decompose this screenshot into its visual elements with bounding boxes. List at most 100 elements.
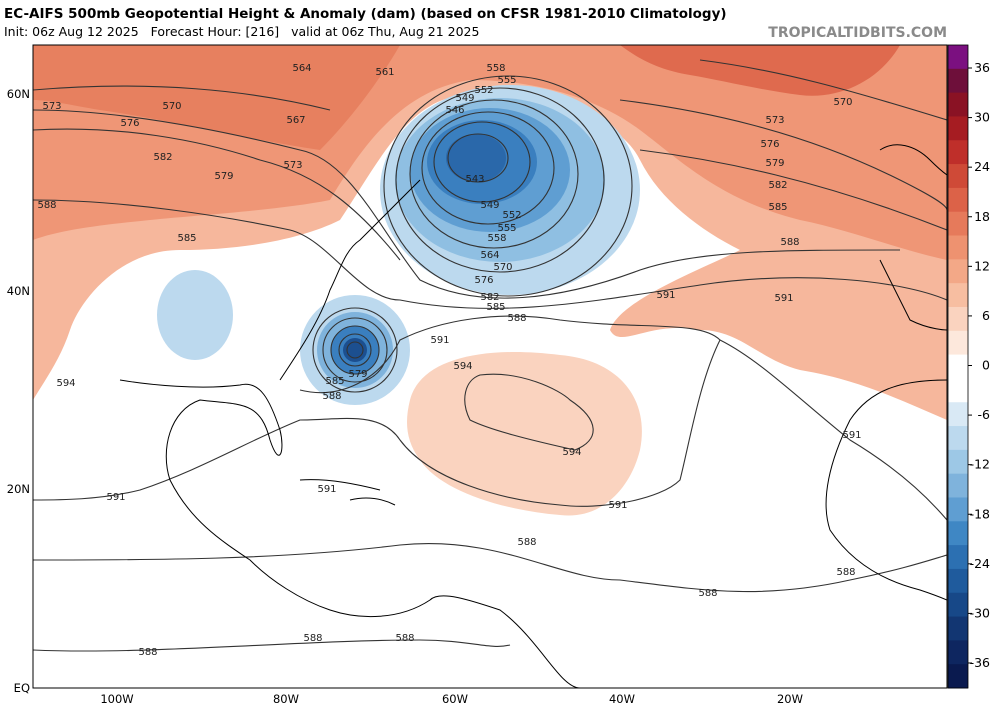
- contour-label: 591: [656, 290, 675, 301]
- contour-label: 585: [325, 376, 344, 387]
- contour-label: 579: [348, 369, 367, 380]
- contour-label: 591: [608, 500, 627, 511]
- contour-label: 591: [317, 484, 336, 495]
- contour-label: 573: [283, 160, 302, 171]
- contour-label: 567: [286, 115, 305, 126]
- colorbar-swatch: [948, 45, 968, 70]
- colorbar-swatch: [948, 187, 968, 213]
- contour-label: 582: [153, 152, 172, 163]
- contour-label: 579: [214, 171, 233, 182]
- lat-label: 20N: [7, 482, 30, 496]
- colorbar-label: -6: [978, 407, 991, 422]
- contour-label: 546: [445, 105, 464, 116]
- title: EC-AIFS 500mb Geopotential Height & Anom…: [4, 6, 727, 22]
- colorbar-swatch: [948, 402, 968, 427]
- contour-labels: 564 561 558 555 552 549 546 573 570 576 …: [37, 63, 861, 658]
- contour-label: 576: [760, 139, 779, 150]
- colorbar-label: -18: [970, 506, 990, 521]
- colorbar: 36 30 24 18 12 6 0 -6 -12 -18 -24 -30 -36: [947, 44, 991, 689]
- map: 564 561 558 555 552 549 546 573 570 576 …: [32, 44, 948, 689]
- contour-label: 570: [833, 97, 852, 108]
- contour-label: 573: [765, 115, 784, 126]
- lon-label: 40W: [609, 692, 635, 706]
- contour-label: 570: [493, 262, 512, 273]
- contour-label: 558: [486, 63, 505, 74]
- contour-label: 582: [768, 180, 787, 191]
- colorbar-label: -24: [970, 556, 990, 571]
- lon-label: 60W: [442, 692, 468, 706]
- colorbar-label: 18: [974, 209, 990, 224]
- contour-label: 564: [292, 63, 311, 74]
- colorbar-swatch: [948, 68, 968, 94]
- contour-label: 564: [480, 250, 499, 261]
- colorbar-swatch: [948, 497, 968, 522]
- colorbar-swatch: [948, 92, 968, 117]
- colorbar-swatch: [948, 592, 968, 618]
- contour-label: 555: [497, 223, 516, 234]
- contour-label: 582: [480, 292, 499, 303]
- contour-label: 558: [487, 233, 506, 244]
- site-credit: TROPICALTIDBITS.COM: [768, 25, 947, 41]
- contour-label: 573: [42, 101, 61, 112]
- colorbar-label: 6: [982, 308, 990, 323]
- contour-label: 579: [765, 158, 784, 169]
- contour-label: 555: [497, 75, 516, 86]
- contour-label: 594: [56, 378, 75, 389]
- contour-label: 591: [774, 293, 793, 304]
- lon-label: 80W: [273, 692, 299, 706]
- lat-label: 40N: [7, 284, 30, 298]
- colorbar-label: -30: [970, 605, 990, 620]
- lat-label: 60N: [7, 87, 30, 101]
- colorbar-swatch: [948, 259, 968, 284]
- colorbar-frame: [947, 44, 969, 689]
- contour-label: 561: [375, 67, 394, 78]
- lon-labels: 100W 80W 60W 40W 20W: [100, 692, 803, 706]
- contour-label: 549: [455, 93, 474, 104]
- colorbar-swatch: [948, 116, 968, 141]
- lat-labels: 60N 40N 20N EQ: [7, 87, 30, 695]
- colorbar-swatch: [948, 545, 968, 570]
- colorbar-label: -12: [970, 457, 990, 472]
- height-contours: [33, 59, 947, 652]
- subtitle: Init: 06z Aug 12 2025 Forecast Hour: [21…: [4, 24, 479, 39]
- contour-label: 591: [430, 335, 449, 346]
- contour-label: 591: [842, 430, 861, 441]
- colorbar-swatch: [948, 330, 968, 356]
- colorbar-label: 24: [974, 159, 990, 174]
- contour-label: 588: [37, 200, 56, 211]
- colorbar-swatch: [948, 449, 968, 475]
- colorbar-swatch: [948, 426, 968, 451]
- contour-label: 585: [486, 302, 505, 313]
- contour-label: 552: [474, 85, 493, 96]
- colorbar-label: 36: [974, 60, 990, 75]
- colorbar-swatch: [948, 283, 968, 308]
- colorbar-swatch: [948, 568, 968, 594]
- lon-label: 100W: [100, 692, 133, 706]
- contour-label: 588: [303, 633, 322, 644]
- contour-label: 588: [138, 647, 157, 658]
- lat-label: EQ: [14, 681, 30, 695]
- colorbar-swatch: [948, 378, 968, 403]
- contour-label: 591: [106, 492, 125, 503]
- contour-label: 570: [162, 101, 181, 112]
- contour-label: 588: [836, 567, 855, 578]
- colorbar-label: 30: [974, 110, 990, 125]
- colorbar-label: 0: [982, 358, 990, 373]
- colorbar-label: 12: [974, 258, 990, 273]
- lon-label: 20W: [777, 692, 803, 706]
- contour-label: 543: [465, 174, 484, 185]
- contour-label: 588: [322, 391, 341, 402]
- contour-label: 576: [120, 118, 139, 129]
- contour-label: 588: [507, 313, 526, 324]
- colorbar-swatch: [948, 354, 968, 379]
- contour-label: 594: [453, 361, 472, 372]
- contour-label: 585: [177, 233, 196, 244]
- colorbar-swatch: [948, 640, 968, 665]
- colorbar-swatch: [948, 306, 968, 332]
- colorbar-swatch: [948, 473, 968, 498]
- colorbar-swatch: [948, 664, 968, 689]
- colorbar-swatch: [948, 140, 968, 165]
- contour-label: 588: [780, 237, 799, 248]
- colorbar-swatch: [948, 164, 968, 189]
- contour-label: 594: [562, 447, 581, 458]
